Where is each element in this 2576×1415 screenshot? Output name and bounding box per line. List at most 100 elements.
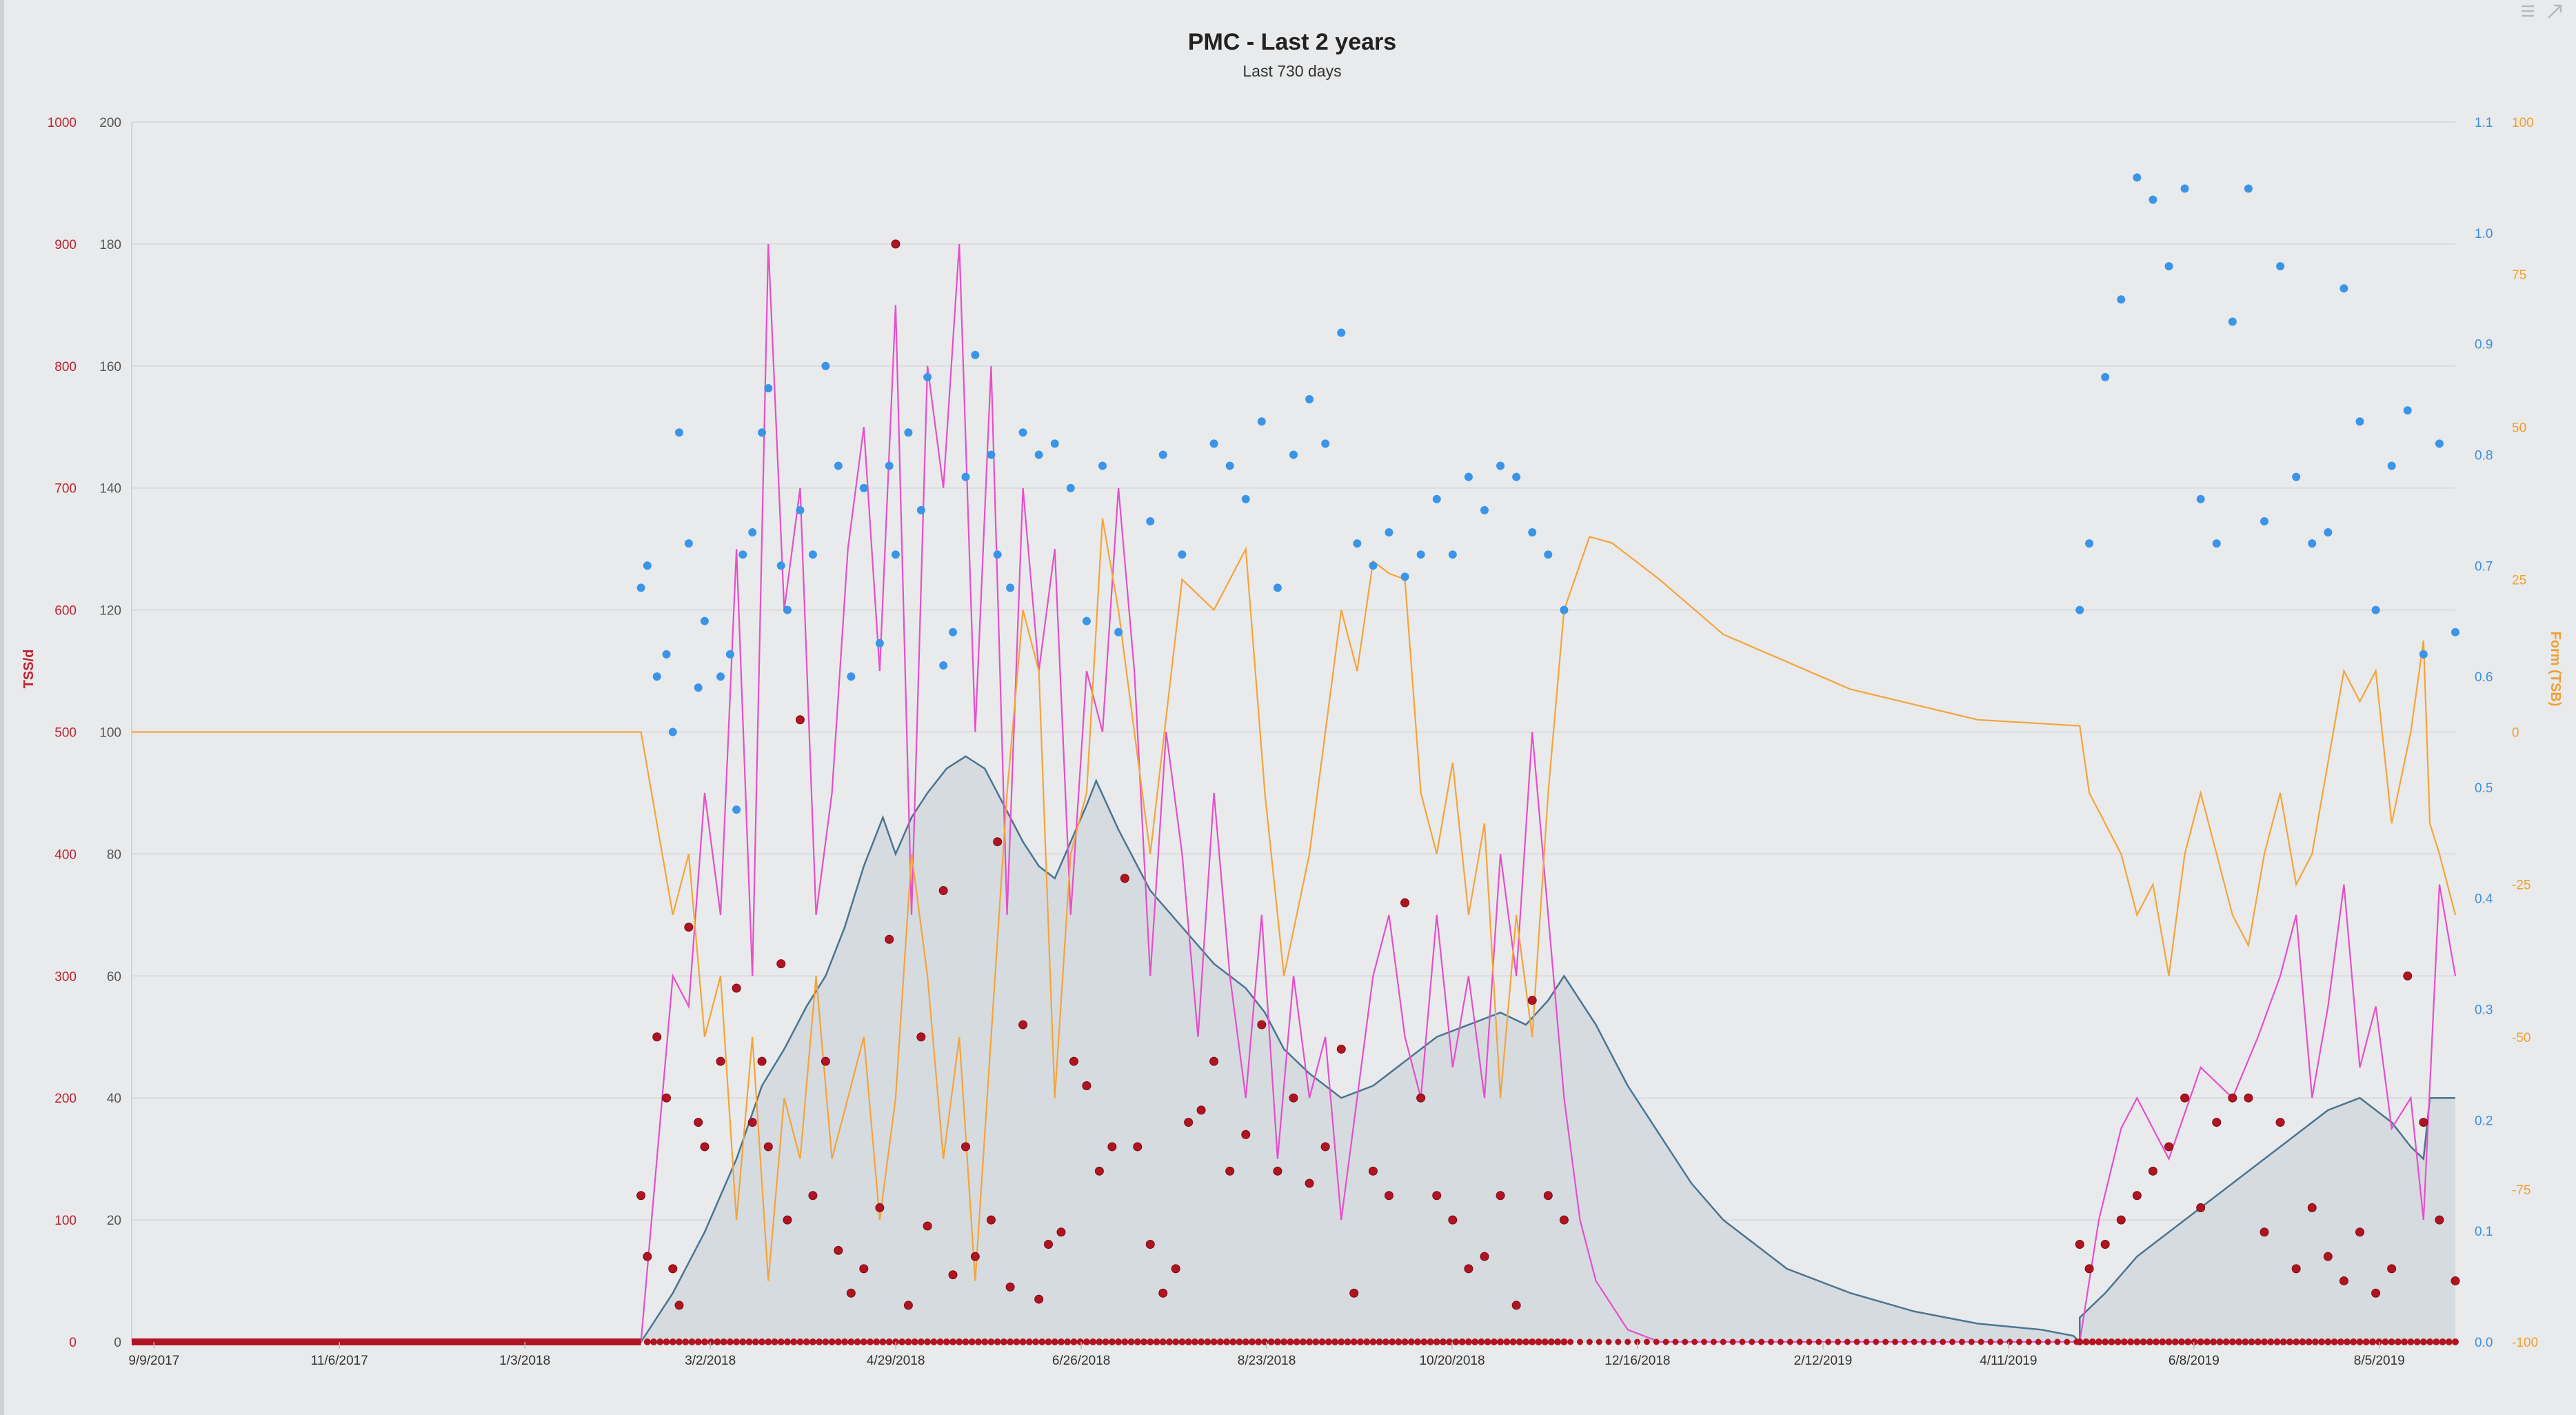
tss-zero-point xyxy=(1653,1338,1660,1345)
tss-zero-point xyxy=(1615,1338,1622,1345)
intensity-point xyxy=(1225,461,1234,470)
intensity-point xyxy=(1305,395,1314,404)
tss-zero-point xyxy=(879,1338,887,1345)
tss-zero-point xyxy=(1274,1338,1281,1345)
tss-zero-point xyxy=(2439,1338,2446,1345)
tss-point xyxy=(846,1288,856,1298)
load-tick-label: 140 xyxy=(99,482,121,496)
tss-point xyxy=(1336,1044,1346,1054)
intensity-point xyxy=(2196,494,2205,503)
tss-zero-point xyxy=(2235,1338,2243,1345)
intensity-point xyxy=(847,672,856,681)
tss-zero-point xyxy=(1796,1338,1803,1345)
tss-zero-point xyxy=(2025,1338,2032,1345)
tss-point xyxy=(1145,1239,1155,1249)
intensity-point xyxy=(1034,450,1043,459)
tss-point xyxy=(821,1056,830,1066)
tss-zero-point xyxy=(828,1338,836,1345)
intensity-point xyxy=(700,616,709,625)
tss-zero-point xyxy=(2095,1338,2102,1345)
tss-point xyxy=(732,983,741,993)
tss-zero-point xyxy=(1691,1338,1698,1345)
intensity-point xyxy=(1050,439,1059,448)
tss-zero-point xyxy=(2362,1338,2370,1345)
tss-zero-point xyxy=(1825,1338,1832,1345)
tss-zero-point xyxy=(2426,1338,2434,1345)
intensity-point xyxy=(1257,417,1266,426)
tss-zero-point xyxy=(1720,1338,1727,1345)
tss-zero-point xyxy=(1576,1338,1583,1345)
tss-zero-point xyxy=(1596,1338,1602,1345)
tss-zero-point xyxy=(816,1338,823,1345)
fitness-layer xyxy=(132,755,2455,1344)
tss-zero-point xyxy=(1102,1338,1109,1345)
tss-zero-point xyxy=(650,1338,658,1345)
intensity-point xyxy=(834,461,843,470)
tss-zero-point xyxy=(2356,1338,2364,1345)
intensity-point xyxy=(875,639,884,648)
tss-zero-point xyxy=(745,1338,753,1345)
tss-zero-point xyxy=(1083,1338,1090,1345)
tss-point xyxy=(1349,1288,1359,1298)
x-tick-label: 9/9/2017 xyxy=(128,1354,179,1368)
intensity-point xyxy=(1082,616,1091,625)
tss-point xyxy=(2307,1203,2317,1212)
tss-point xyxy=(916,1032,926,1042)
tss-zero-point xyxy=(2140,1338,2147,1345)
tss-point xyxy=(1464,1264,1473,1274)
x-tick-label: 8/23/2018 xyxy=(1238,1354,1296,1368)
tss-zero-point xyxy=(682,1338,690,1345)
intensity-point xyxy=(2339,284,2348,293)
intensity-point xyxy=(1289,450,1298,459)
tss-point xyxy=(1480,1252,1489,1261)
tss-zero-point xyxy=(1497,1338,1505,1345)
tss-zero-point xyxy=(1844,1338,1851,1345)
tss-point xyxy=(2435,1215,2444,1225)
tss-zero-point xyxy=(968,1338,976,1345)
tss-zero-point xyxy=(1089,1338,1097,1345)
tss-zero-point xyxy=(2064,1338,2071,1345)
tss-tick-label: 1000 xyxy=(48,116,77,130)
form-tick-label: -50 xyxy=(2512,1031,2530,1045)
x-tick-label: 12/16/2018 xyxy=(1604,1354,1670,1368)
tss-zero-point xyxy=(2293,1338,2300,1345)
tss-zero-point xyxy=(1949,1338,1956,1345)
tss-tick-label: 400 xyxy=(54,847,77,862)
form-tick-label: -25 xyxy=(2512,879,2530,893)
load-tick-label: 160 xyxy=(99,360,121,374)
tss-zero-point xyxy=(669,1338,676,1345)
intensity-point xyxy=(2101,372,2110,381)
tss-point xyxy=(763,1142,773,1152)
intensity-point xyxy=(2085,539,2094,548)
intensity-point xyxy=(859,483,868,492)
intensity-tick-label: 0.3 xyxy=(2475,1003,2493,1018)
expand-icon[interactable] xyxy=(2546,3,2562,19)
intensity-point xyxy=(725,650,734,659)
tss-point xyxy=(1225,1166,1235,1176)
tss-zero-point xyxy=(2419,1338,2427,1345)
tss-point xyxy=(2323,1252,2333,1261)
fatigue-line xyxy=(132,243,2457,1343)
intensity-tick-label: 0.6 xyxy=(2475,670,2493,685)
tss-zero-point xyxy=(2073,1338,2080,1345)
tss-zero-point xyxy=(809,1338,816,1345)
tss-zero-point xyxy=(1248,1338,1256,1345)
tss-point xyxy=(1527,996,1537,1005)
intensity-tick-label: 0.2 xyxy=(2475,1114,2493,1128)
tss-zero-point xyxy=(1567,1338,1574,1345)
tss-zero-point xyxy=(1920,1338,1927,1345)
tss-zero-point xyxy=(1356,1338,1364,1345)
intensity-point xyxy=(796,505,805,514)
form-axis-title: Form (TSB) xyxy=(2548,632,2563,707)
form-tick-label: 50 xyxy=(2512,421,2526,435)
tss-point xyxy=(1432,1191,1442,1201)
x-tick-label: 6/8/2019 xyxy=(2169,1354,2220,1368)
tss-zero-point xyxy=(2159,1338,2166,1345)
tss-zero-point xyxy=(1376,1338,1383,1345)
intensity-point xyxy=(2324,528,2333,537)
intensity-point xyxy=(748,528,757,537)
menu-icon[interactable] xyxy=(2520,4,2535,18)
tss-zero-point xyxy=(1064,1338,1071,1345)
tss-zero-point xyxy=(854,1338,861,1345)
intensity-point xyxy=(1209,439,1218,448)
